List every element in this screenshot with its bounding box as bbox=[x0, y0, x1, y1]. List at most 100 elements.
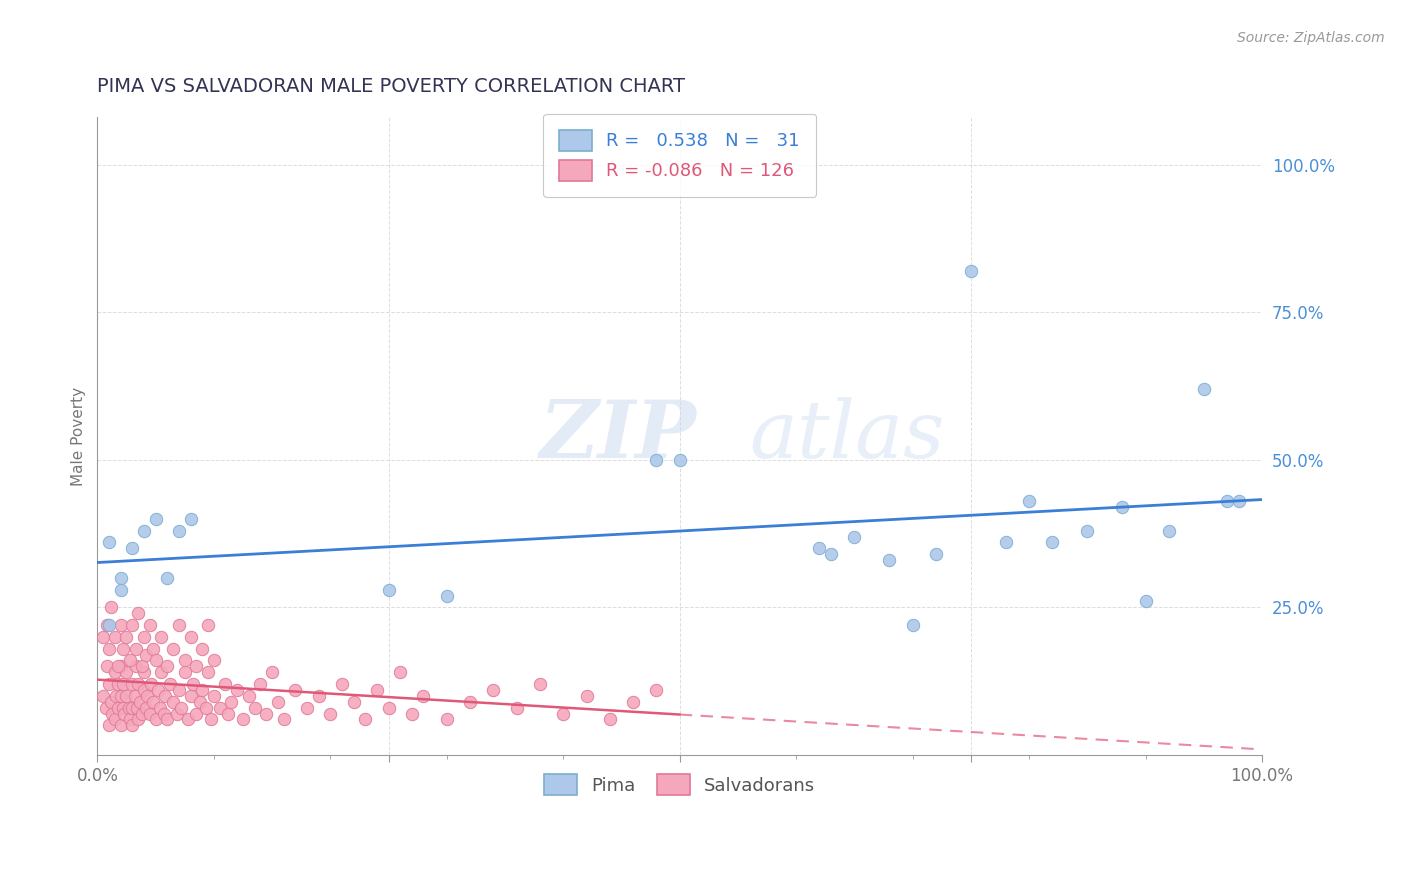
Point bbox=[197, 665, 219, 680]
Point bbox=[145, 653, 167, 667]
Point bbox=[342, 695, 364, 709]
Point bbox=[162, 695, 184, 709]
Point bbox=[170, 700, 193, 714]
Point bbox=[104, 713, 127, 727]
Point bbox=[1018, 494, 1040, 508]
Point bbox=[132, 630, 155, 644]
Point bbox=[1227, 494, 1250, 508]
Point bbox=[180, 630, 202, 644]
Point bbox=[104, 665, 127, 680]
Point bbox=[186, 706, 208, 721]
Point bbox=[145, 512, 167, 526]
Point bbox=[127, 677, 149, 691]
Point bbox=[191, 641, 214, 656]
Point bbox=[267, 695, 290, 709]
Point bbox=[110, 571, 132, 585]
Point bbox=[110, 618, 132, 632]
Point bbox=[200, 713, 222, 727]
Point bbox=[98, 677, 121, 691]
Point bbox=[458, 695, 481, 709]
Point bbox=[121, 618, 143, 632]
Point bbox=[152, 706, 174, 721]
Point bbox=[879, 553, 901, 567]
Legend: Pima, Salvadorans: Pima, Salvadorans bbox=[530, 760, 830, 810]
Point bbox=[645, 683, 668, 698]
Point bbox=[820, 547, 842, 561]
Point bbox=[91, 689, 114, 703]
Point bbox=[621, 695, 644, 709]
Point bbox=[173, 665, 195, 680]
Point bbox=[142, 641, 165, 656]
Point bbox=[1042, 535, 1064, 549]
Point bbox=[125, 641, 148, 656]
Y-axis label: Male Poverty: Male Poverty bbox=[72, 386, 86, 486]
Point bbox=[96, 618, 118, 632]
Point bbox=[131, 659, 153, 673]
Point bbox=[136, 689, 159, 703]
Point bbox=[529, 677, 551, 691]
Point bbox=[925, 547, 948, 561]
Point bbox=[149, 700, 172, 714]
Point bbox=[131, 706, 153, 721]
Point bbox=[232, 713, 254, 727]
Point bbox=[389, 665, 412, 680]
Point bbox=[139, 706, 162, 721]
Point bbox=[960, 264, 983, 278]
Point bbox=[208, 700, 231, 714]
Point bbox=[146, 683, 169, 698]
Point bbox=[180, 689, 202, 703]
Point bbox=[249, 677, 271, 691]
Point bbox=[156, 571, 179, 585]
Point bbox=[243, 700, 266, 714]
Point bbox=[599, 713, 621, 727]
Point bbox=[354, 713, 377, 727]
Point bbox=[121, 677, 143, 691]
Point bbox=[167, 524, 190, 538]
Point bbox=[139, 618, 162, 632]
Point bbox=[111, 677, 134, 691]
Point bbox=[156, 659, 179, 673]
Point bbox=[112, 706, 135, 721]
Point bbox=[96, 659, 118, 673]
Point bbox=[101, 706, 124, 721]
Point bbox=[844, 529, 866, 543]
Point bbox=[575, 689, 598, 703]
Point bbox=[186, 659, 208, 673]
Point bbox=[118, 713, 141, 727]
Point bbox=[110, 582, 132, 597]
Point bbox=[366, 683, 388, 698]
Point bbox=[100, 600, 122, 615]
Point bbox=[191, 683, 214, 698]
Point bbox=[330, 677, 353, 691]
Point bbox=[132, 683, 155, 698]
Point bbox=[197, 618, 219, 632]
Point bbox=[115, 689, 138, 703]
Point bbox=[181, 677, 204, 691]
Point bbox=[121, 718, 143, 732]
Point bbox=[118, 700, 141, 714]
Point bbox=[377, 582, 399, 597]
Point bbox=[901, 618, 924, 632]
Point bbox=[436, 713, 458, 727]
Point bbox=[98, 618, 121, 632]
Point bbox=[553, 706, 575, 721]
Point bbox=[238, 689, 260, 703]
Point bbox=[125, 659, 148, 673]
Point bbox=[104, 689, 127, 703]
Point bbox=[173, 653, 195, 667]
Point bbox=[167, 618, 190, 632]
Point bbox=[153, 689, 176, 703]
Point bbox=[142, 695, 165, 709]
Point bbox=[412, 689, 434, 703]
Point bbox=[156, 713, 179, 727]
Point bbox=[177, 713, 200, 727]
Point bbox=[115, 630, 138, 644]
Point bbox=[808, 541, 831, 556]
Point bbox=[214, 677, 236, 691]
Point bbox=[107, 700, 129, 714]
Point bbox=[129, 695, 152, 709]
Point bbox=[482, 683, 505, 698]
Point bbox=[319, 706, 342, 721]
Point bbox=[110, 689, 132, 703]
Point bbox=[994, 535, 1017, 549]
